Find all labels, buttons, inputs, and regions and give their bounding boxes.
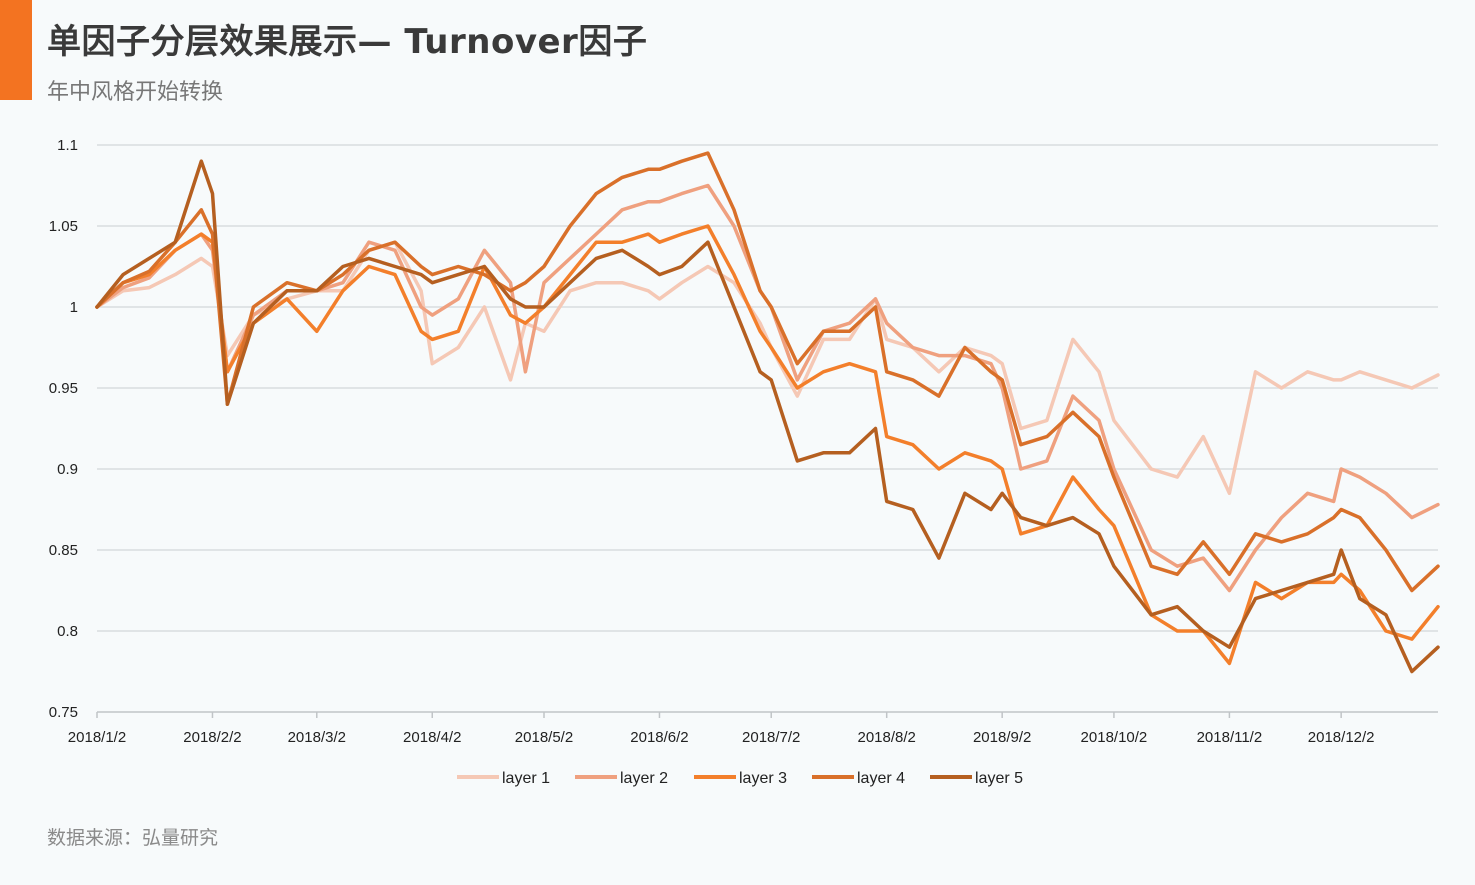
x-tick-label: 2018/12/2 xyxy=(1308,729,1375,746)
y-tick-label: 0.95 xyxy=(49,380,78,397)
chart-subtitle: 年中风格开始转换 xyxy=(47,80,224,105)
legend: layer 1 layer 2 layer 3 layer 4 layer 5 xyxy=(457,770,1023,787)
y-tick-label: 0.75 xyxy=(49,704,78,721)
series-line-layer-1 xyxy=(95,240,1440,496)
title-accent-bar xyxy=(0,0,32,100)
y-tick-label: 1.05 xyxy=(49,218,78,235)
x-tick-label: 2018/7/2 xyxy=(742,729,800,746)
legend-label: layer 5 xyxy=(975,770,1023,787)
x-tick-label: 2018/3/2 xyxy=(288,729,346,746)
series-line-layer-3 xyxy=(95,224,1440,666)
legend-item-layer-2: layer 2 xyxy=(575,770,668,787)
y-tick-label: 1 xyxy=(70,299,78,316)
y-tick-label: 0.9 xyxy=(57,461,78,478)
x-tick-label: 2018/6/2 xyxy=(630,729,688,746)
legend-label: layer 2 xyxy=(620,770,668,787)
gridlines xyxy=(97,144,1438,632)
y-tick-label: 0.8 xyxy=(57,623,78,640)
y-tick-label: 1.1 xyxy=(57,137,78,154)
legend-item-layer-5: layer 5 xyxy=(930,770,1023,787)
chart-title: 单因子分层效果展示— Turnover因子 xyxy=(47,22,648,62)
x-tick-label: 2018/10/2 xyxy=(1081,729,1148,746)
x-tick-label: 2018/11/2 xyxy=(1197,729,1263,746)
series-lines xyxy=(95,151,1440,674)
legend-label: layer 4 xyxy=(857,770,905,787)
y-tick-label: 0.85 xyxy=(49,542,78,559)
series-line-layer-5 xyxy=(95,159,1440,674)
legend-label: layer 3 xyxy=(739,770,787,787)
x-tick-label: 2018/1/2 xyxy=(68,729,126,746)
x-tick-label: 2018/4/2 xyxy=(403,729,461,746)
series-line-layer-4 xyxy=(95,151,1440,593)
legend-item-layer-1: layer 1 xyxy=(457,770,550,787)
legend-label: layer 1 xyxy=(502,770,550,787)
data-source-note: 数据来源：弘量研究 xyxy=(47,827,219,849)
x-tick-label: 2018/2/2 xyxy=(183,729,241,746)
x-tick-label: 2018/5/2 xyxy=(515,729,573,746)
x-tick-label: 2018/8/2 xyxy=(858,729,916,746)
axes: 1.1 1.05 1 0.95 0.9 0.85 0.8 0.75 2018/1/2 2018/2… xyxy=(49,137,1438,746)
legend-item-layer-4: layer 4 xyxy=(812,770,905,787)
legend-item-layer-3: layer 3 xyxy=(694,770,787,787)
x-tick-label: 2018/9/2 xyxy=(973,729,1031,746)
